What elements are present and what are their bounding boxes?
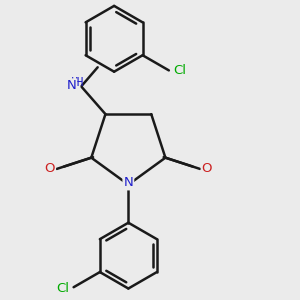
Text: H: H [71,76,80,88]
Text: N: N [124,176,133,189]
Text: N: N [67,79,76,92]
Text: H: H [75,76,84,89]
Text: Cl: Cl [174,64,187,77]
Text: O: O [44,162,55,176]
Text: Cl: Cl [56,283,69,296]
Text: O: O [202,162,212,176]
